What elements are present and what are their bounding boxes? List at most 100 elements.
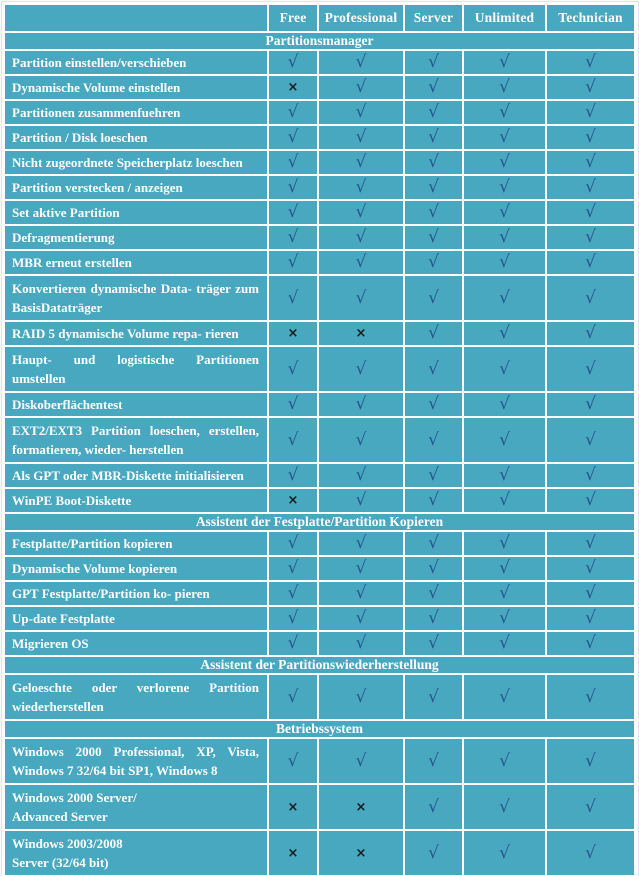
feature-value-cell: √ [405,322,462,345]
check-icon: √ [287,152,299,172]
feature-value-cell: √ [319,276,403,320]
feature-value-cell: √ [464,347,545,391]
section-header: Assistent der Festplatte/Partition Kopie… [5,514,634,530]
check-icon: √ [585,152,596,172]
feature-label-text: Nicht zugeordnete Speicherplatz loeschen [12,155,243,170]
check-icon: √ [585,558,596,578]
check-icon: √ [287,558,299,578]
feature-label: Diskoberflächentest [5,393,267,416]
cross-icon: × [355,799,367,815]
check-icon: √ [428,358,439,379]
cross-icon: × [355,326,367,341]
feature-value-cell: √ [464,276,545,320]
check-icon: √ [355,252,367,272]
feature-label-text: Migrieren OS [12,636,89,651]
check-icon: √ [428,252,439,272]
section-header: Betriebssystem [5,721,634,737]
check-icon: √ [499,358,510,379]
feature-value-cell: √ [405,632,462,655]
feature-value-cell: √ [464,632,545,655]
feature-label-text: Defragmentierung [12,230,115,245]
feature-value-cell: √ [319,101,403,124]
feature-value-cell: √ [547,675,634,719]
feature-value-cell: √ [405,557,462,580]
feature-label: Defragmentierung [5,226,267,249]
check-icon: √ [585,177,596,197]
feature-value-cell: √ [464,675,545,719]
feature-value-cell: √ [319,739,403,783]
check-icon: √ [428,394,439,414]
check-icon: √ [287,52,299,72]
check-icon: √ [499,127,510,147]
cross-icon: × [287,326,299,341]
check-icon: √ [585,465,596,485]
feature-value-cell: √ [464,201,545,224]
feature-value-cell: √ [547,393,634,416]
feature-value-cell: √ [319,607,403,630]
check-icon: √ [355,152,367,172]
feature-label-text: Diskoberflächentest [12,397,123,412]
check-icon: √ [355,287,367,308]
check-icon: √ [585,102,596,122]
check-icon: √ [499,252,510,272]
check-icon: √ [585,583,596,603]
feature-value-cell: √ [547,489,634,512]
feature-value-cell: √ [464,151,545,174]
check-icon: √ [499,323,510,343]
check-icon: √ [585,227,596,247]
feature-value-cell: √ [547,785,634,829]
check-icon: √ [428,323,439,343]
feature-label: Als GPT oder MBR-Diskette initialisieren [5,464,267,487]
feature-value-cell: √ [319,151,403,174]
check-icon: √ [355,177,367,197]
feature-value-cell: √ [464,582,545,605]
feature-label: RAID 5 dynamische Volume repa- rieren [5,322,267,345]
feature-label: Set aktive Partition [5,201,267,224]
check-icon: √ [428,465,439,485]
feature-label-text: Partition einstellen/verschieben [12,55,187,70]
feature-value-cell: √ [319,176,403,199]
column-header-professional: Professional [319,5,403,31]
feature-value-cell: √ [319,632,403,655]
feature-value-cell: √ [547,226,634,249]
feature-value-cell: √ [269,151,317,174]
feature-value-cell: √ [547,276,634,320]
check-icon: √ [499,608,510,628]
feature-label-text: Partitionen zusammenfuehren [12,105,181,120]
feature-value-cell: √ [464,607,545,630]
feature-value-cell: √ [405,582,462,605]
feature-value-cell: √ [464,532,545,555]
check-icon: √ [287,429,299,450]
feature-value-cell: √ [269,532,317,555]
feature-value-cell: √ [547,201,634,224]
feature-value-cell: √ [269,176,317,199]
feature-label: Festplatte/Partition kopieren [5,532,267,555]
feature-value-cell: √ [319,532,403,555]
feature-label: Windows 2000 Professional, XP, Vista, Wi… [5,739,267,783]
feature-label: Up-date Festplatte [5,607,267,630]
feature-value-cell: √ [405,201,462,224]
feature-value-cell: √ [547,126,634,149]
feature-value-cell: √ [269,675,317,719]
check-icon: √ [428,102,439,122]
feature-value-cell: √ [547,322,634,345]
check-icon: √ [428,796,439,817]
check-icon: √ [287,127,299,147]
cross-icon: × [355,845,367,861]
feature-value-cell: √ [405,226,462,249]
check-icon: √ [499,394,510,414]
feature-label: Konvertieren dynamische Data- träger zum… [5,276,267,320]
feature-value-cell: √ [269,582,317,605]
check-icon: √ [428,227,439,247]
feature-label: Windows 2003/2008 Server (32/64 bit) [5,831,267,875]
check-icon: √ [499,558,510,578]
check-icon: √ [499,287,510,308]
feature-value-cell: √ [269,739,317,783]
feature-value-cell: √ [269,607,317,630]
feature-label-text: Partition verstecken / anzeigen [12,180,183,195]
feature-label: Partition einstellen/verschieben [5,51,267,74]
check-icon: √ [585,533,596,553]
feature-label-text: Dynamische Volume einstellen [12,80,181,95]
feature-label: Partition / Disk loeschen [5,126,267,149]
